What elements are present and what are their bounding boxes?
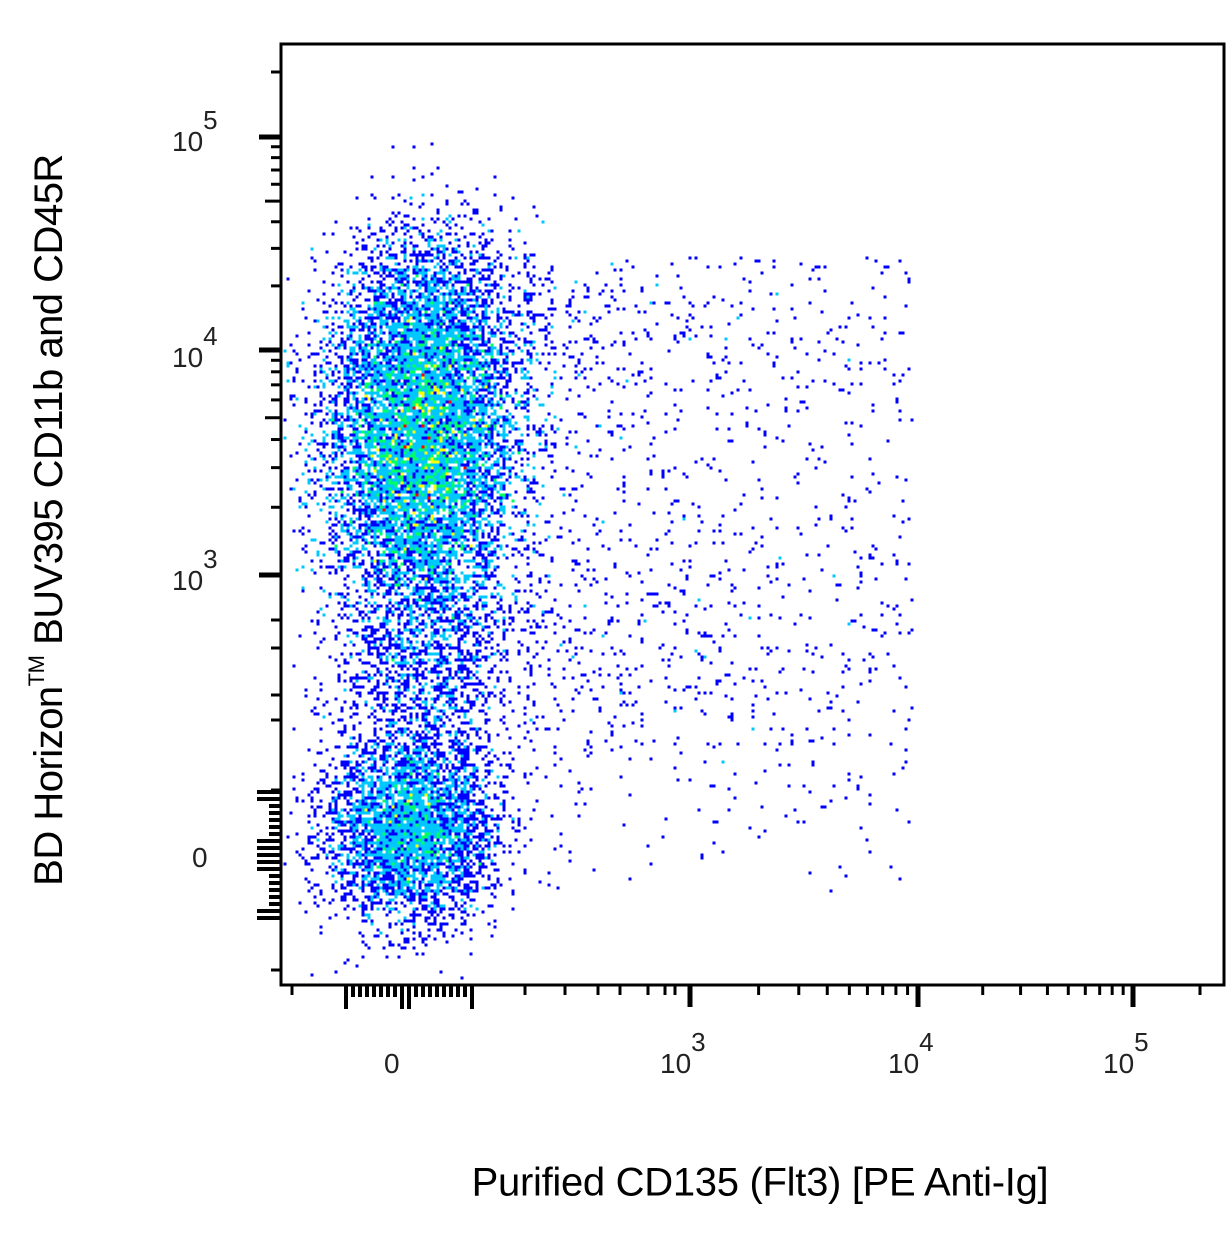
y-tick-label-0: 0 (192, 842, 208, 873)
y-axis-ticks (257, 70, 281, 972)
y-tick-label-1e3: 103 (172, 544, 218, 596)
y-axis-title-post: BUV395 CD11b and CD45R (27, 154, 71, 656)
density-dots (283, 142, 914, 980)
y-tick-label-1e4: 104 (172, 321, 218, 373)
x-tick-label-0: 0 (384, 1048, 400, 1079)
x-tick-label-1e4: 104 (888, 1027, 934, 1079)
y-tick-label-1e5: 105 (172, 105, 218, 157)
x-axis-ticks (290, 985, 1202, 1009)
x-tick-label-1e3: 103 (660, 1027, 706, 1079)
plot-frame (279, 42, 1226, 987)
x-axis-title: Purified CD135 (Flt3) [PE Anti-Ig] (471, 1160, 1049, 1205)
x-tick-label-1e5: 105 (1103, 1027, 1149, 1079)
trademark-sup: TM (24, 655, 49, 687)
y-axis-title-pre: BD Horizon (27, 686, 71, 886)
y-axis-title: BD HorizonTM BUV395 CD11b and CD45R (24, 154, 72, 886)
